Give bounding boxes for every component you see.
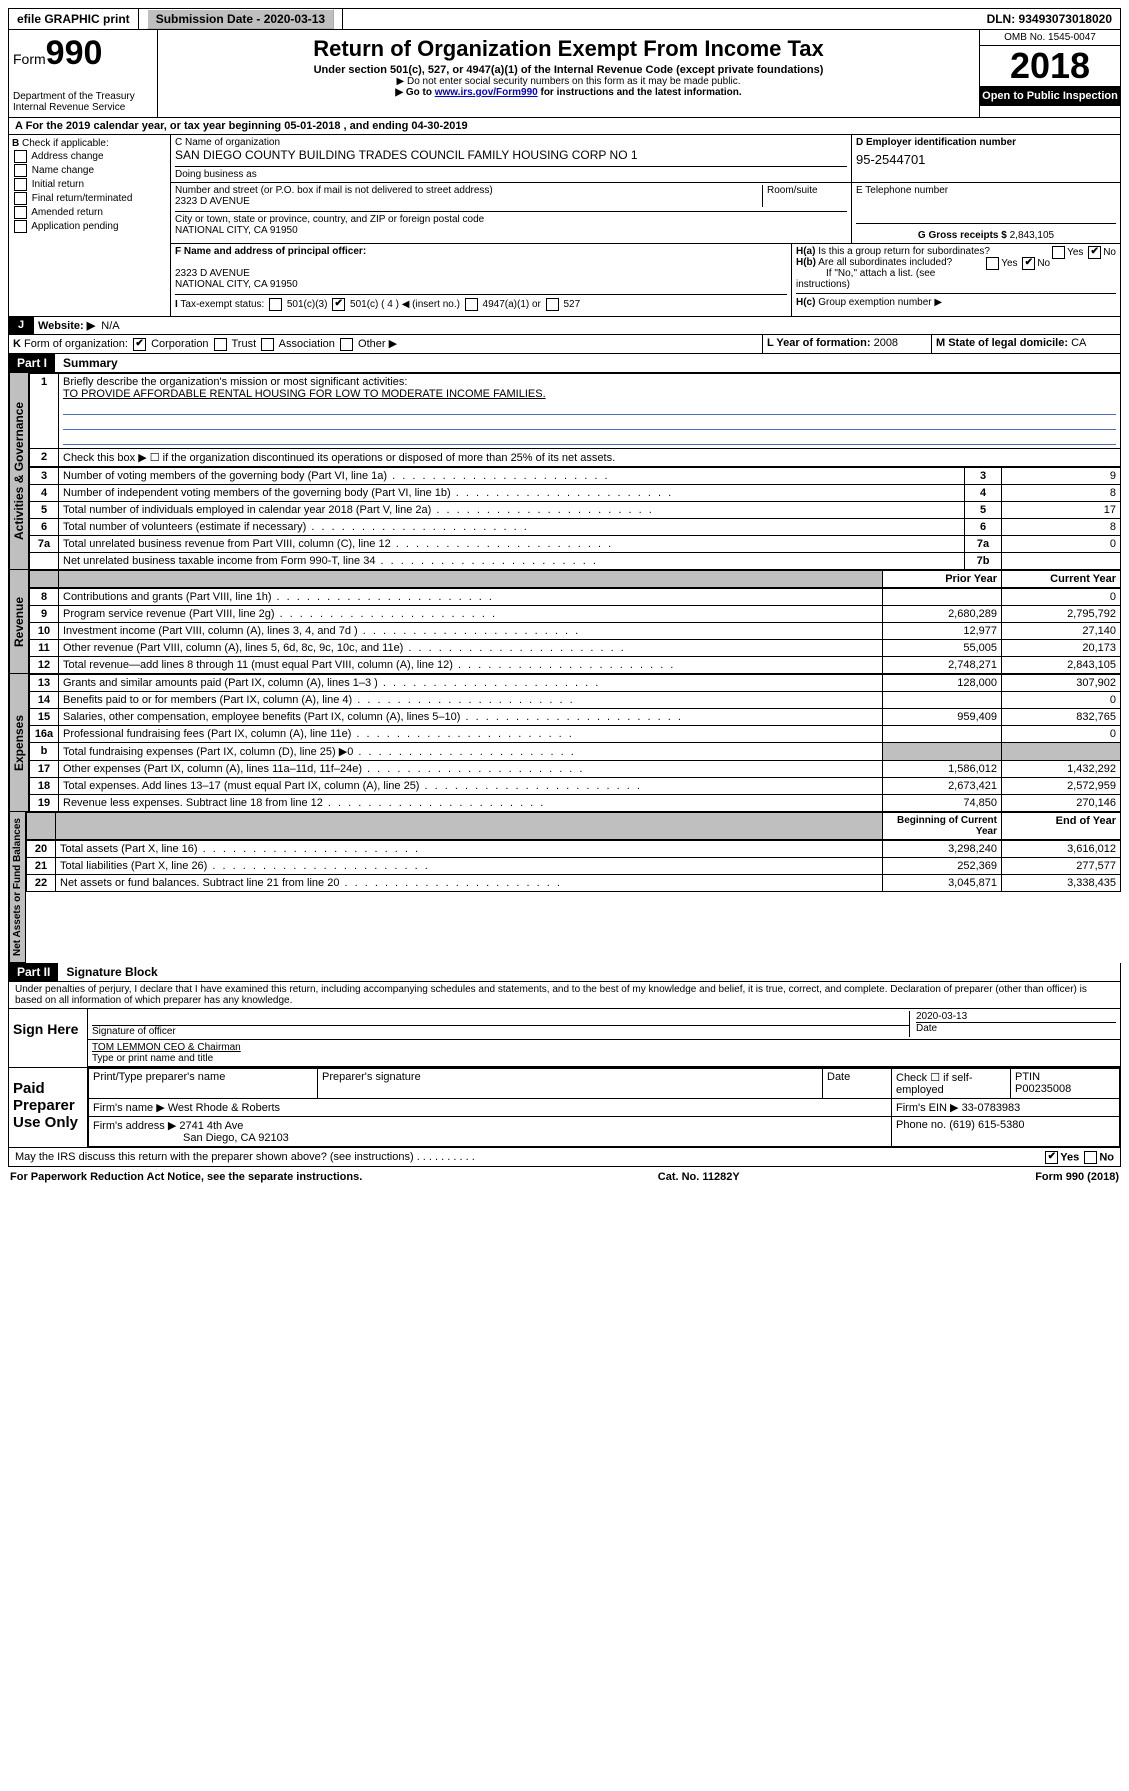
top-bar: efile GRAPHIC print Submission Date - 20… [8, 8, 1121, 30]
part1-body: Activities & Governance 1 Briefly descri… [8, 373, 1121, 570]
dln: DLN: 93493073018020 [979, 9, 1120, 29]
signature-block: Sign Here Signature of officer 2020-03-1… [8, 1009, 1121, 1148]
info-section: B Check if applicable: Address change Na… [8, 135, 1121, 317]
line-a: A For the 2019 calendar year, or tax yea… [8, 118, 1121, 135]
address-block: Number and street (or P.O. box if mail i… [171, 183, 852, 243]
tab-netassets: Net Assets or Fund Balances [9, 812, 26, 963]
dept-label: Department of the Treasury Internal Reve… [13, 91, 153, 113]
discuss-row: May the IRS discuss this return with the… [8, 1148, 1121, 1167]
section-d: D Employer identification number 95-2544… [852, 135, 1120, 182]
subtitle-3: ▶ Go to www.irs.gov/Form990 for instruct… [162, 87, 975, 98]
form-header: Form990 Department of the Treasury Inter… [8, 30, 1121, 118]
omb-number: OMB No. 1545-0047 [980, 30, 1120, 46]
section-f: F Name and address of principal officer:… [171, 244, 792, 316]
form-title: Return of Organization Exempt From Incom… [162, 36, 975, 62]
tab-revenue: Revenue [9, 570, 29, 674]
subtitle-1: Under section 501(c), 527, or 4947(a)(1)… [162, 64, 975, 76]
paid-preparer-label: Paid Preparer Use Only [9, 1068, 88, 1147]
form-number: Form990 [13, 34, 153, 73]
tax-year: 2018 [980, 46, 1120, 86]
efile-label: efile GRAPHIC print [9, 9, 139, 29]
subtitle-2: ▶ Do not enter social security numbers o… [162, 76, 975, 87]
sign-here-label: Sign Here [9, 1009, 88, 1067]
section-h: H(a) Is this a group return for subordin… [792, 244, 1120, 316]
section-j: J Website: ▶ N/A [8, 317, 1121, 335]
open-inspection: Open to Public Inspection [980, 86, 1120, 106]
part1-header: Part I Summary [8, 354, 1121, 373]
section-c: C Name of organization SAN DIEGO COUNTY … [171, 135, 852, 182]
section-b: B Check if applicable: Address change Na… [9, 135, 171, 316]
footer: For Paperwork Reduction Act Notice, see … [8, 1167, 1121, 1187]
submission-date: Submission Date - 2020-03-13 [139, 9, 343, 29]
section-klm: K Form of organization: Corporation Trus… [8, 335, 1121, 354]
tab-expenses: Expenses [9, 674, 29, 812]
section-e-g: E Telephone number G Gross receipts $ 2,… [852, 183, 1120, 243]
part2-header: Part II Signature Block [8, 963, 1121, 982]
irs-link[interactable]: www.irs.gov/Form990 [435, 87, 538, 98]
perjury-declaration: Under penalties of perjury, I declare th… [8, 982, 1121, 1009]
tab-governance: Activities & Governance [9, 373, 29, 570]
